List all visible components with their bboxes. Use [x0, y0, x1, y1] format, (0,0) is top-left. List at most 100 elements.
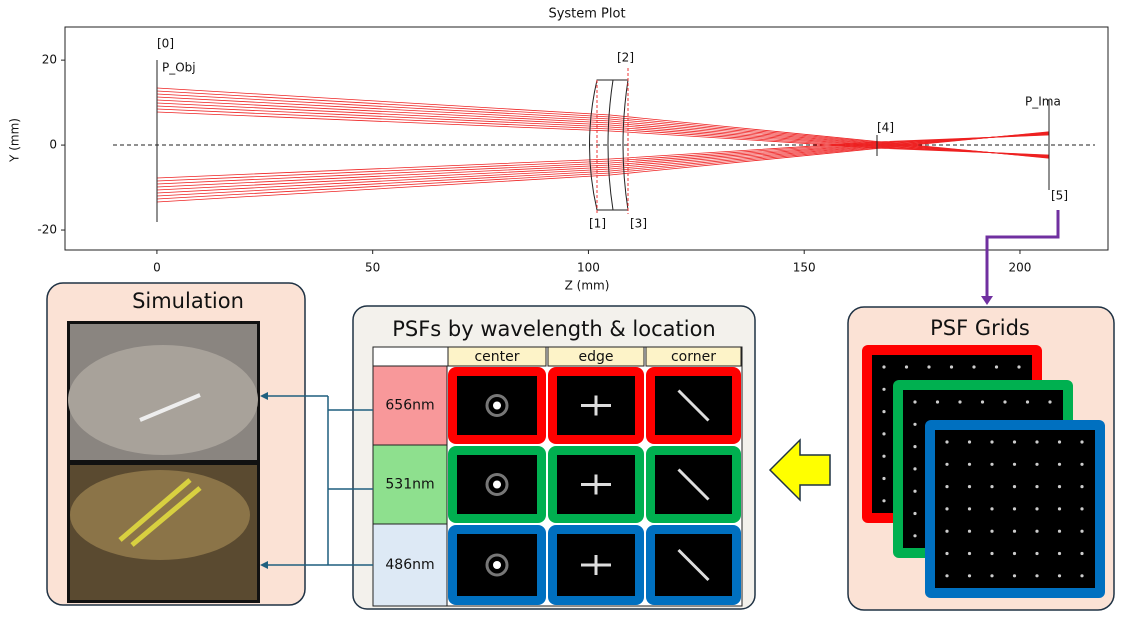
psf-dot [945, 507, 948, 510]
psf-dot [945, 530, 948, 533]
psf-dot [968, 463, 971, 466]
psf-dot [905, 365, 908, 368]
psf-dot [1058, 574, 1061, 577]
surface-label: [0] [157, 37, 174, 51]
psf-dot [1035, 507, 1038, 510]
psf-dot [945, 485, 948, 488]
psf-dot [1013, 463, 1016, 466]
psf-dot [913, 534, 916, 537]
connector [987, 210, 1058, 298]
arrowhead [981, 296, 993, 305]
psf-dot [1026, 400, 1029, 403]
psf-dot [936, 400, 939, 403]
psf-dot [1013, 507, 1016, 510]
column-header: corner [671, 349, 716, 365]
psf-dot [1080, 440, 1083, 443]
psf-dot [945, 440, 948, 443]
photo-ground [68, 345, 258, 455]
psf-dot [882, 410, 885, 413]
psf-dot [945, 463, 948, 466]
column-header: edge [579, 349, 614, 365]
y-tick-label: -20 [37, 223, 57, 237]
psf-dot [1048, 400, 1051, 403]
psf-dot [1035, 530, 1038, 533]
psf-dot [882, 365, 885, 368]
psf-dot [1013, 574, 1016, 577]
psf-dot [1035, 440, 1038, 443]
ray [157, 134, 1049, 187]
psf-dot [1080, 552, 1083, 555]
psf-core [493, 402, 501, 410]
psf-dot [882, 477, 885, 480]
lens [590, 80, 629, 210]
x-tick-label: 100 [577, 261, 600, 275]
psf-dot [882, 388, 885, 391]
psf-dot [913, 400, 916, 403]
x-tick-label: 0 [153, 261, 161, 275]
psf-dot [882, 432, 885, 435]
psf-dot [1017, 365, 1020, 368]
y-tick-label: 20 [42, 53, 57, 67]
surface-label: [2] [617, 51, 634, 65]
surface-label: P_Ima [1025, 95, 1061, 109]
psf-dot [1080, 463, 1083, 466]
psf-core [493, 481, 501, 489]
psf-dot [1035, 485, 1038, 488]
flow-arrow [770, 440, 830, 500]
psf-dot [913, 490, 916, 493]
psf-dot [1013, 552, 1016, 555]
column-header: center [474, 349, 519, 365]
figure: System Plot Z (mm) Y (mm) Simulation PSF… [0, 0, 1138, 618]
psf-dot [990, 574, 993, 577]
psf-dot [1080, 574, 1083, 577]
psf-dot [990, 507, 993, 510]
photo-hood [70, 470, 250, 560]
psf-dot [913, 512, 916, 515]
plot-frame [65, 27, 1108, 250]
psf-dot [1080, 485, 1083, 488]
panel-title: Simulation [132, 289, 244, 313]
psf-dot [995, 365, 998, 368]
psf-dot [968, 574, 971, 577]
panel-title: PSF Grids [930, 316, 1030, 340]
psf-dot [990, 440, 993, 443]
psf-dot [981, 400, 984, 403]
x-axis-label: Z (mm) [565, 279, 610, 293]
y-tick-label: 0 [49, 138, 57, 152]
psf-dot [990, 485, 993, 488]
surface-label: P_Obj [162, 61, 196, 75]
psf-dot [1035, 552, 1038, 555]
psf-dot [1080, 530, 1083, 533]
psf-dot [882, 499, 885, 502]
psf-dot [990, 552, 993, 555]
x-tick-label: 150 [793, 261, 816, 275]
psf-dot [913, 423, 916, 426]
psf-dot [1003, 400, 1006, 403]
psf-dot [968, 485, 971, 488]
y-axis-label: Y (mm) [8, 118, 22, 163]
plot-title: System Plot [548, 7, 625, 22]
psf-dot [968, 530, 971, 533]
psf-dot [958, 400, 961, 403]
psf-dot [882, 455, 885, 458]
x-tick-label: 50 [365, 261, 380, 275]
psf-dot [1013, 530, 1016, 533]
psf-dot [950, 365, 953, 368]
surface-label: [1] [589, 217, 606, 231]
psf-dot [1013, 440, 1016, 443]
psf-dot [1058, 485, 1061, 488]
psf-dot [1058, 530, 1061, 533]
psf-dot [1058, 507, 1061, 510]
psf-dot [968, 507, 971, 510]
psf-dot [1058, 552, 1061, 555]
surface-label: [3] [630, 217, 647, 231]
psf-dot [990, 530, 993, 533]
psf-dot [913, 467, 916, 470]
psf-dot [990, 463, 993, 466]
panel-title: PSFs by wavelength & location [392, 317, 716, 341]
psf-dot [945, 574, 948, 577]
psf-dot [1035, 463, 1038, 466]
row-label: 486nm [385, 557, 434, 573]
psf-dot [968, 440, 971, 443]
